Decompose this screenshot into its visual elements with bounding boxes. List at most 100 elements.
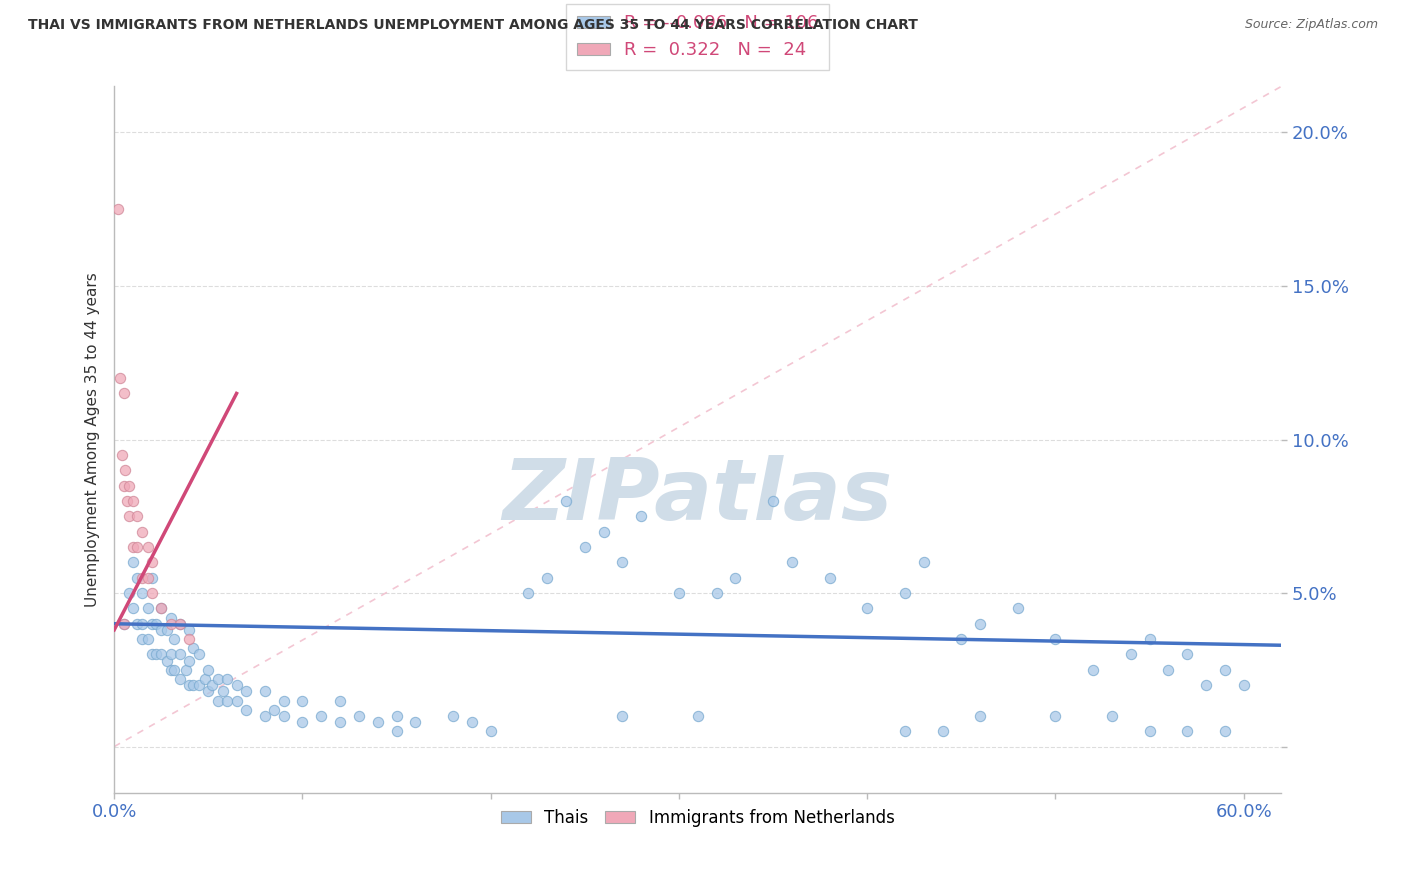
Point (385, 724, 408, 739)
Point (1081, 663, 1104, 677)
Point (555, 494, 578, 508)
Point (1213, 724, 1236, 739)
Point (107, 202, 129, 217)
Point (145, 648, 167, 662)
Point (114, 463, 136, 477)
Point (197, 663, 219, 677)
Point (174, 663, 197, 677)
Point (187, 648, 209, 662)
Point (931, 724, 953, 739)
Point (150, 623, 173, 637)
Point (141, 586, 163, 600)
Point (181, 678, 204, 692)
Point (163, 632, 186, 646)
Point (818, 571, 841, 585)
Point (1139, 632, 1161, 646)
Point (686, 709, 709, 723)
Point (894, 586, 917, 600)
Point (125, 540, 148, 554)
Point (1139, 724, 1161, 739)
Point (141, 571, 163, 585)
Text: ZIPatlas: ZIPatlas (503, 455, 893, 538)
Point (163, 663, 186, 677)
Legend: Thais, Immigrants from Netherlands: Thais, Immigrants from Netherlands (495, 803, 901, 834)
Point (131, 616, 153, 631)
Point (1233, 678, 1256, 692)
Point (273, 693, 295, 707)
Point (122, 601, 145, 615)
Point (612, 709, 634, 723)
Point (207, 672, 229, 686)
Point (1045, 632, 1067, 646)
Point (112, 616, 135, 631)
Point (517, 586, 540, 600)
Point (111, 448, 134, 462)
Text: THAI VS IMMIGRANTS FROM NETHERLANDS UNEMPLOYMENT AMONG AGES 35 TO 44 YEARS CORRE: THAI VS IMMIGRANTS FROM NETHERLANDS UNEM… (28, 18, 918, 32)
Point (131, 571, 153, 585)
Point (612, 555, 634, 569)
Point (112, 386, 135, 401)
Point (347, 709, 370, 723)
Point (706, 586, 728, 600)
Point (125, 571, 148, 585)
Point (141, 555, 163, 569)
Point (1101, 709, 1123, 723)
Point (263, 703, 285, 717)
Point (291, 693, 314, 707)
Point (630, 509, 652, 524)
Point (193, 672, 215, 686)
Point (118, 509, 141, 524)
Point (1195, 678, 1218, 692)
Point (179, 632, 201, 646)
Point (950, 632, 973, 646)
Point (461, 714, 484, 729)
Point (150, 601, 173, 615)
Point (122, 540, 145, 554)
Point (156, 654, 179, 668)
Point (235, 703, 257, 717)
Point (894, 724, 917, 739)
Point (780, 555, 803, 569)
Point (217, 693, 239, 707)
Point (125, 509, 148, 524)
Point (131, 524, 153, 539)
Point (122, 494, 145, 508)
Point (159, 663, 181, 677)
Point (136, 601, 159, 615)
Point (159, 610, 181, 624)
Point (131, 632, 153, 646)
Point (536, 571, 558, 585)
Point (122, 555, 145, 569)
Point (141, 648, 163, 662)
Point (253, 684, 276, 698)
Point (179, 654, 201, 668)
Point (118, 478, 141, 492)
Point (118, 586, 141, 600)
Point (150, 601, 173, 615)
Point (253, 709, 276, 723)
Point (169, 616, 191, 631)
Point (159, 648, 181, 662)
Point (273, 709, 295, 723)
Y-axis label: Unemployment Among Ages 35 to 44 years: Unemployment Among Ages 35 to 44 years (86, 272, 100, 607)
Point (1175, 648, 1198, 662)
Point (159, 616, 181, 631)
Point (1007, 601, 1029, 615)
Point (201, 678, 224, 692)
Point (169, 648, 191, 662)
Point (136, 632, 159, 646)
Point (207, 693, 229, 707)
Text: Source: ZipAtlas.com: Source: ZipAtlas.com (1244, 18, 1378, 31)
Point (217, 672, 239, 686)
Point (225, 693, 247, 707)
Point (156, 623, 179, 637)
Point (574, 540, 596, 554)
Point (441, 709, 464, 723)
Point (668, 586, 690, 600)
Point (181, 641, 204, 656)
Point (1175, 724, 1198, 739)
Point (291, 714, 314, 729)
Point (479, 724, 502, 739)
Point (311, 709, 333, 723)
Point (367, 714, 389, 729)
